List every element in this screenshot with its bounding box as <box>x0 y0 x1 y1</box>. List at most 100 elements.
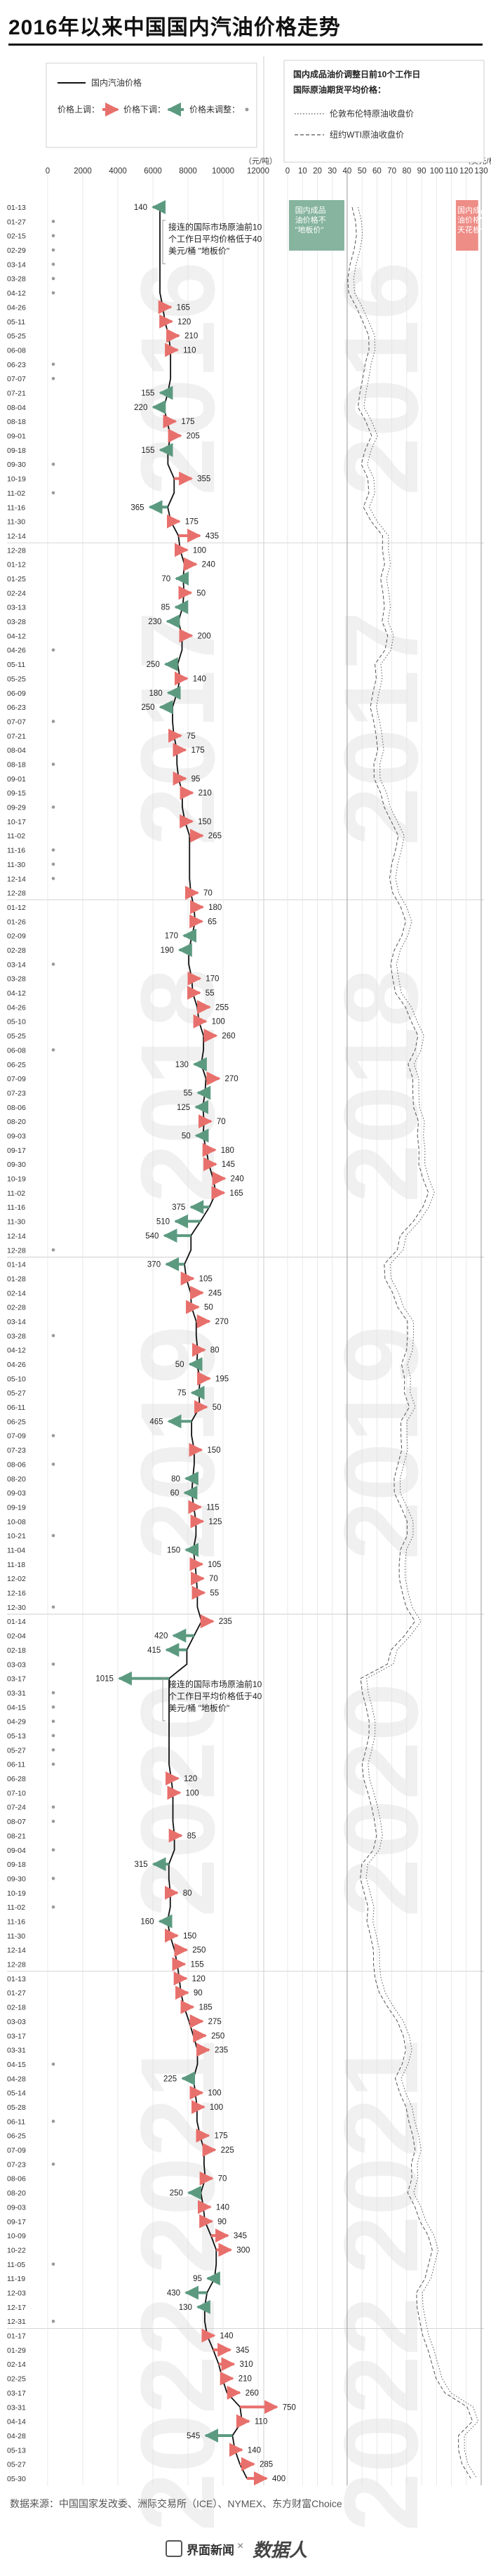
date-tick-label: 05-13 <box>7 2446 26 2455</box>
annotation-bracket <box>162 220 166 265</box>
no-change-dot <box>51 1462 55 1466</box>
right-legend-box <box>283 60 485 163</box>
adjustment-label: 270 <box>225 1075 238 1083</box>
right-axis-tick: 30 <box>328 167 337 176</box>
date-tick-label: 12-14 <box>7 1232 26 1241</box>
legend-item-label: 价格上调： <box>58 104 100 114</box>
date-tick-label: 05-13 <box>7 1732 26 1741</box>
no-change-dot <box>51 491 55 495</box>
no-change-dot <box>51 1691 55 1695</box>
date-tick-label: 04-12 <box>7 632 26 640</box>
no-change-dot <box>51 376 55 381</box>
no-change-dot <box>51 862 55 866</box>
no-change-dot <box>51 362 55 366</box>
no-change-dot <box>51 720 55 723</box>
no-change-dot <box>51 1905 55 1909</box>
date-tick-label: 04-28 <box>7 2075 26 2083</box>
adjustment-label: 60 <box>170 1489 180 1498</box>
date-tick-label: 12-28 <box>7 546 26 555</box>
adjustment-label: 250 <box>211 2032 224 2040</box>
date-tick-label: 07-10 <box>7 1789 26 1797</box>
adjustment-label: 75 <box>177 1389 187 1398</box>
date-tick-label: 10-19 <box>7 1889 26 1898</box>
no-change-dot <box>51 248 55 252</box>
date-tick-label: 07-23 <box>7 1446 26 1455</box>
date-tick-label: 06-08 <box>7 1046 26 1055</box>
right-axis-tick: 50 <box>358 167 367 176</box>
date-tick-label: 12-02 <box>7 1575 26 1583</box>
adjustment-label: 230 <box>148 618 161 626</box>
legend-item-label: 价格下调： <box>123 104 166 114</box>
date-tick-label: 07-23 <box>7 2160 26 2169</box>
date-tick-label: 03-17 <box>7 1675 26 1684</box>
date-tick-label: 11-02 <box>7 489 25 498</box>
date-tick-label: 07-21 <box>7 389 26 397</box>
date-tick-label: 05-27 <box>7 1746 26 1755</box>
brent-legend-label: 伦敦布伦特原油收盘价 <box>330 108 414 119</box>
date-tick-label: 06-23 <box>7 704 26 712</box>
date-tick-label: 06-25 <box>7 2132 26 2141</box>
date-tick-label: 10-22 <box>7 2246 26 2254</box>
date-tick-label: 09-17 <box>7 2218 26 2226</box>
date-tick-label: 01-17 <box>7 2332 26 2341</box>
adjustment-label: 265 <box>208 832 222 840</box>
date-tick-label: 12-28 <box>7 890 26 898</box>
date-tick-label: 07-24 <box>7 1804 26 1812</box>
annotation-text: 接连的国际市场原油前10 <box>168 1679 262 1689</box>
page-title: 2016年以来中国国内汽油价格走势 <box>8 16 341 39</box>
date-tick-label: 09-03 <box>7 1489 26 1498</box>
adjustment-label: 260 <box>222 1032 235 1041</box>
no-change-dot <box>51 876 55 880</box>
date-tick-label: 03-03 <box>7 1660 26 1669</box>
year-watermark: 2021 <box>322 2040 440 2274</box>
right-axis-tick: 80 <box>402 167 411 176</box>
date-tick-label: 03-03 <box>7 2018 26 2026</box>
adjustment-label: 150 <box>207 1446 220 1455</box>
adjustment-label: 250 <box>141 704 154 712</box>
adjustment-label: 100 <box>186 1789 199 1797</box>
date-tick-label: 04-26 <box>7 303 26 312</box>
adjustment-label: 115 <box>206 1503 219 1512</box>
adjustment-label: 1015 <box>95 1675 114 1684</box>
date-tick-label: 08-18 <box>7 760 26 769</box>
adjustment-label: 275 <box>208 2018 222 2026</box>
adjustment-label: 145 <box>222 1161 235 1169</box>
adjustment-label: 80 <box>210 1347 220 1355</box>
date-tick-label: 03-17 <box>7 2032 26 2040</box>
adjustment-label: 155 <box>141 447 154 455</box>
date-tick-label: 03-13 <box>7 604 26 612</box>
left-axis-tick: 12000 <box>247 167 269 176</box>
no-change-dot <box>51 1248 55 1252</box>
date-tick-label: 02-24 <box>7 589 26 597</box>
adjustment-label: 750 <box>283 2403 296 2412</box>
date-tick-label: 03-28 <box>7 275 26 284</box>
year-watermark: 2018 <box>322 968 440 1203</box>
adjustment-label: 160 <box>140 1918 154 1927</box>
date-tick-label: 12-14 <box>7 875 26 883</box>
title-rule <box>8 44 483 46</box>
date-tick-label: 05-10 <box>7 1018 26 1026</box>
date-tick-label: 11-30 <box>7 518 25 527</box>
adjustment-label: 140 <box>248 2446 261 2455</box>
right-axis-tick: 10 <box>298 167 307 176</box>
adjustment-label: 315 <box>135 1861 148 1869</box>
adjustment-label: 140 <box>193 675 206 683</box>
no-change-dot <box>51 291 55 295</box>
adjustment-label: 235 <box>215 2047 228 2055</box>
adjustment-label: 120 <box>184 1775 197 1783</box>
date-tick-label: 06-23 <box>7 361 26 369</box>
date-tick-label: 09-18 <box>7 447 26 455</box>
date-tick-label: 05-25 <box>7 1032 26 1041</box>
adjustment-label: 210 <box>199 789 212 798</box>
adjustment-label: 100 <box>210 2103 223 2112</box>
footer: 界面新闻 × 数据人 <box>0 2536 491 2564</box>
date-tick-label: 02-04 <box>7 1632 26 1641</box>
year-watermark: 2020 <box>322 1683 440 1917</box>
no-change-dot <box>51 1048 55 1052</box>
adjustment-label: 140 <box>216 2203 229 2212</box>
date-tick-label: 01-14 <box>7 1261 26 1269</box>
gasoline-price-line <box>159 207 248 2479</box>
date-tick-label: 07-09 <box>7 1432 26 1441</box>
adjustment-label: 105 <box>199 1275 213 1283</box>
